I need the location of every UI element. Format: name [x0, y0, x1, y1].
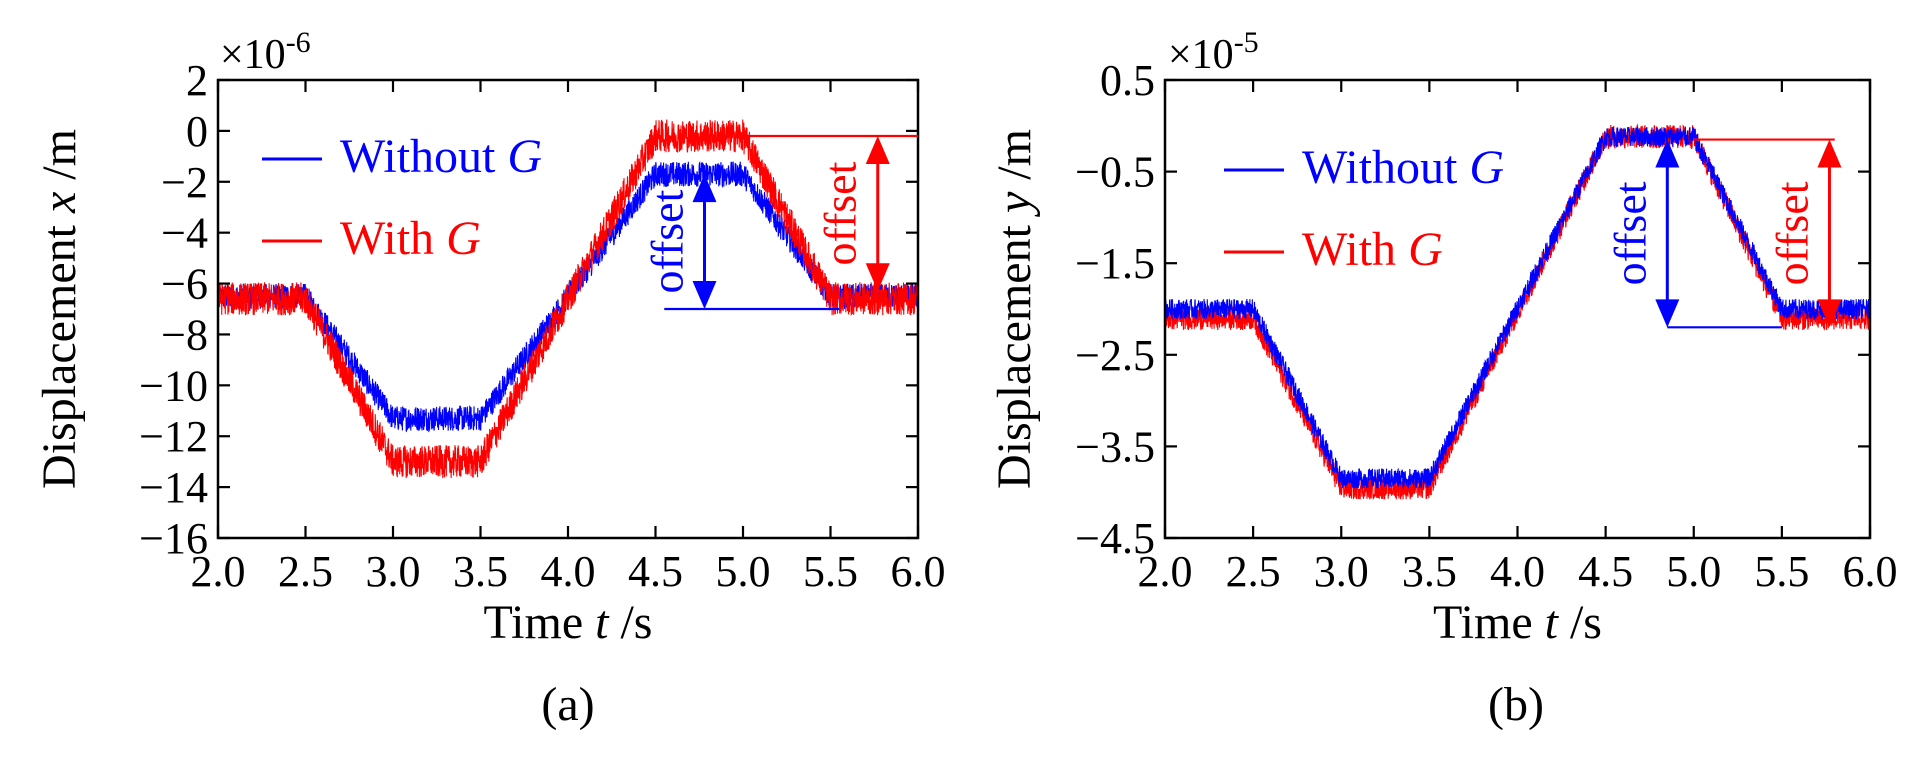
x-tick-label: 2.5: [1226, 547, 1281, 596]
x-tick-label: 4.5: [1578, 547, 1633, 596]
offset-arrow-head-down: [865, 263, 890, 292]
y-tick-label: −14: [139, 463, 208, 512]
x-axis-label: Time t /s: [484, 596, 653, 649]
x-tick-label: 6.0: [1843, 547, 1898, 596]
y-tick-label: −4.5: [1075, 514, 1155, 563]
offset-label: offset: [1604, 181, 1655, 285]
panel-label: (b): [1488, 678, 1544, 731]
y-tick-label: −4: [161, 209, 208, 258]
x-tick-label: 3.0: [366, 547, 421, 596]
y-tick-label: −2: [161, 158, 208, 207]
y-tick-label: −8: [161, 310, 208, 359]
y-tick-label: −6: [161, 260, 208, 309]
legend-label: Without G: [1302, 141, 1504, 194]
y-axis-label: Displacement x /m: [33, 129, 86, 489]
offset-label: offset: [815, 161, 866, 265]
y-axis-label: Displacement y /m: [988, 129, 1041, 489]
offset-arrow-head-down: [1817, 299, 1842, 328]
x-tick-label: 6.0: [891, 547, 946, 596]
legend-label: With G: [340, 212, 481, 265]
x-tick-label: 5.0: [716, 547, 771, 596]
x-tick-label: 4.5: [628, 547, 683, 596]
x-tick-label: 5.5: [1754, 547, 1809, 596]
panel-label: (a): [541, 678, 594, 731]
x-tick-label: 2.0: [191, 547, 246, 596]
x-tick-label: 4.0: [541, 547, 596, 596]
chart-panel-a: 2.0 2.5 3.0 3.5 4.0 4.5 5.0 5.5 6.0 20−2−4−6−8−10…: [33, 26, 946, 731]
series-line-with-g: [218, 119, 918, 479]
y-tick-label: −16: [139, 514, 208, 563]
series-line-without-g: [218, 161, 918, 433]
legend-label: Without G: [340, 130, 542, 183]
y-tick-label: 0.5: [1100, 56, 1155, 105]
y-tick-label: −10: [139, 361, 208, 410]
y-tick-label: −2.5: [1075, 331, 1155, 380]
x-tick-label: 3.0: [1314, 547, 1369, 596]
offset-label: offset: [642, 189, 693, 293]
exponent-label: ×10-6: [220, 26, 311, 78]
chart-panel-b: 2.0 2.5 3.0 3.5 4.0 4.5 5.0 5.5 6.0 0.5 −0.5 −1.5 −2…: [988, 26, 1898, 731]
legend-label: With G: [1302, 223, 1443, 276]
x-tick-label: 5.0: [1666, 547, 1721, 596]
offset-arrow-head-up: [1817, 139, 1842, 168]
offset-arrow-head-up: [865, 135, 890, 164]
y-tick-label: 2: [186, 56, 208, 105]
y-tick-label: −3.5: [1075, 422, 1155, 471]
y-tick-label: −1.5: [1075, 239, 1155, 288]
series-group: [1165, 123, 1870, 500]
series-line-without-g: [1165, 126, 1870, 489]
offset-arrow-head-down: [692, 281, 717, 309]
y-tick-label: −12: [139, 412, 208, 461]
x-axis-label: Time t /s: [1433, 596, 1602, 649]
x-tick-label: 3.5: [1402, 547, 1457, 596]
y-tick-label: 0: [186, 107, 208, 156]
x-tick-label: 5.5: [803, 547, 858, 596]
series-group: [218, 119, 918, 479]
x-tick-label: 3.5: [453, 547, 508, 596]
offset-arrow-head-up: [1655, 139, 1680, 168]
x-tick-label: 4.0: [1490, 547, 1545, 596]
x-tick-label: 2.0: [1138, 547, 1193, 596]
offset-arrow-head-up: [692, 174, 717, 203]
offset-arrow-head-down: [1655, 299, 1680, 328]
x-tick-label: 2.5: [278, 547, 333, 596]
y-tick-label: −0.5: [1075, 148, 1155, 197]
exponent-label: ×10-5: [1168, 26, 1259, 78]
offset-label: offset: [1766, 181, 1817, 285]
